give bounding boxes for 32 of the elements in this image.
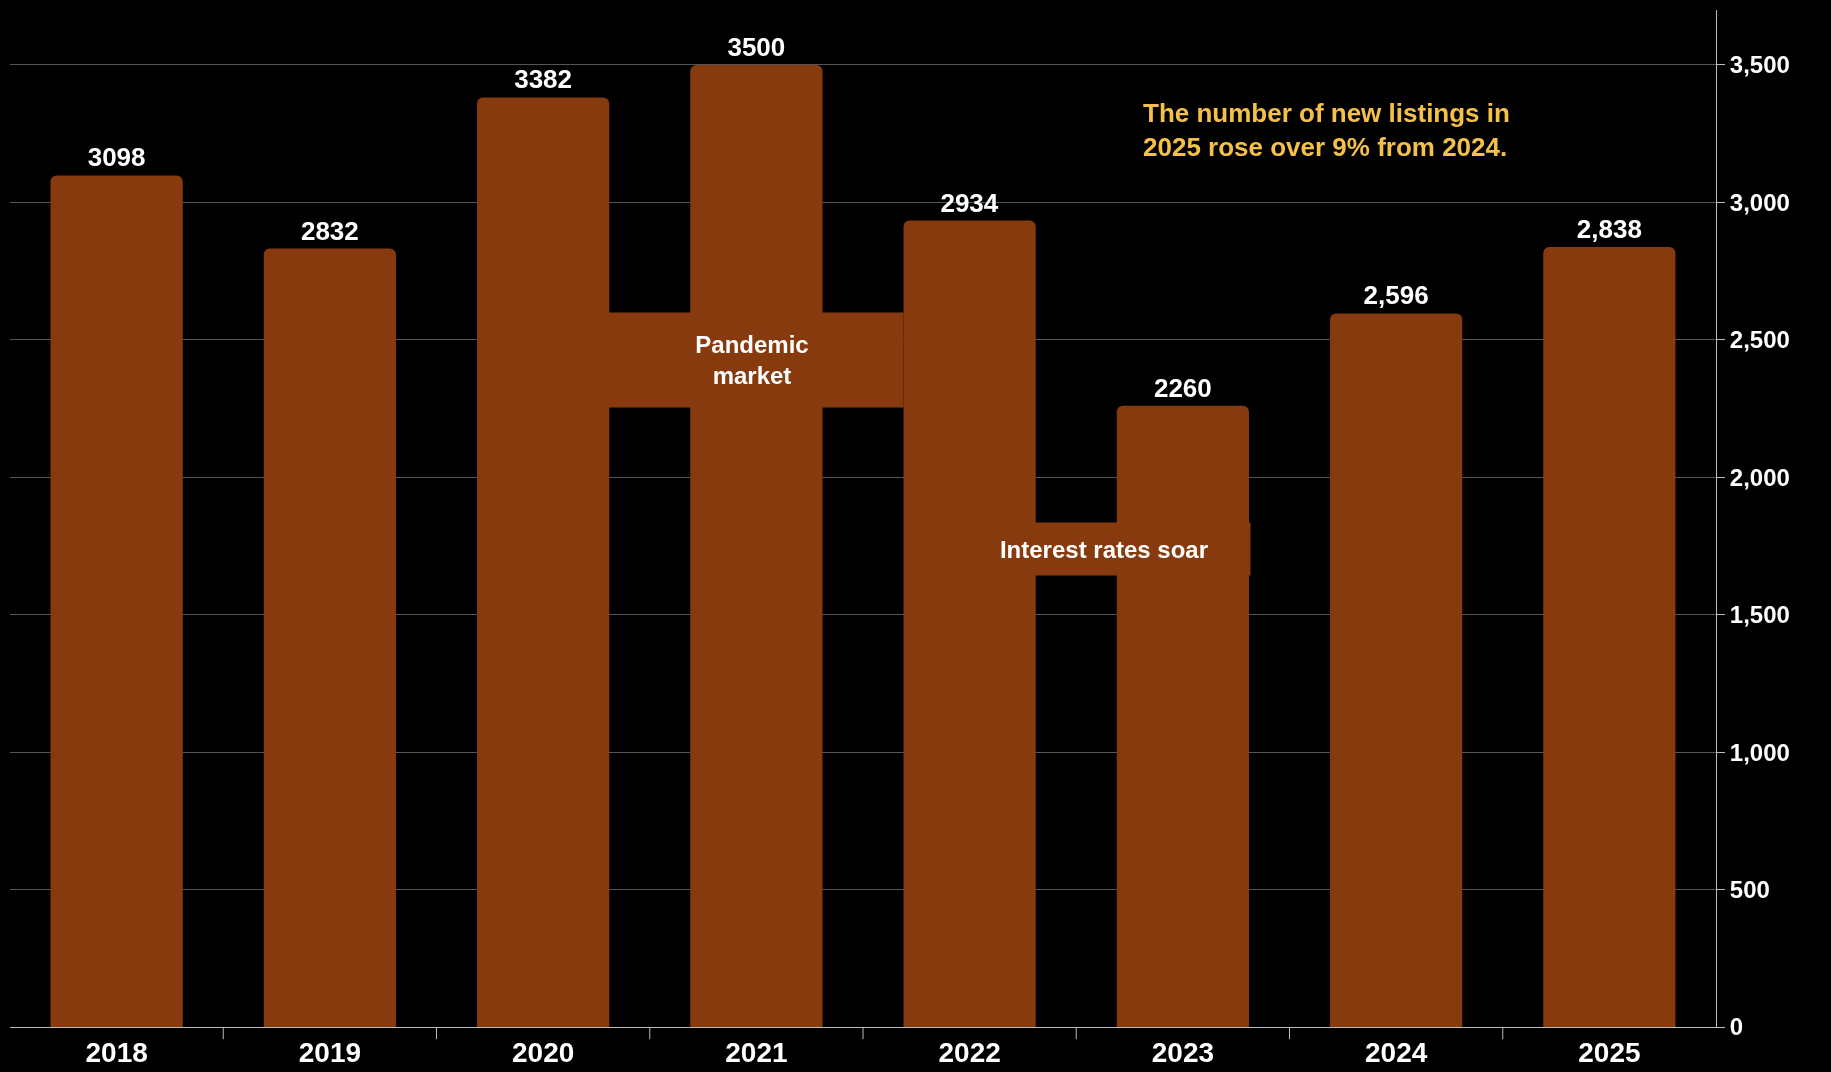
- x-tick-label: 2018: [85, 1036, 148, 1068]
- x-tick-label: 2019: [298, 1036, 362, 1068]
- x-tick-label: 2023: [1151, 1036, 1215, 1068]
- data-label: 2260: [1153, 372, 1212, 403]
- x-tick-label: 2024: [1364, 1036, 1428, 1068]
- y-tick-label: 1,000: [1729, 738, 1790, 766]
- y-tick-label: 3,500: [1729, 51, 1790, 79]
- bar: [1543, 246, 1676, 1027]
- bar: [1330, 313, 1463, 1027]
- annotation: Interest rates soar: [999, 535, 1209, 563]
- y-tick-label: 2,500: [1729, 326, 1790, 354]
- x-tick-label: 2022: [938, 1036, 1001, 1068]
- x-tick-label: 2025: [1578, 1036, 1641, 1068]
- data-label: 2,596: [1363, 280, 1429, 311]
- data-label: 3500: [727, 31, 786, 62]
- annotation: Pandemic market: [695, 330, 809, 390]
- y-tick-label: 2,000: [1729, 463, 1790, 491]
- bar: [263, 248, 396, 1027]
- data-label: 2,838: [1576, 213, 1642, 244]
- data-label: 2832: [300, 215, 359, 246]
- y-tick-label: 0: [1729, 1013, 1744, 1041]
- y-tick-label: 500: [1729, 875, 1770, 903]
- data-label: 3098: [87, 142, 146, 173]
- bar: [50, 175, 183, 1027]
- data-label: 3382: [514, 64, 573, 95]
- data-label: 2934: [940, 187, 999, 218]
- x-tick-label: 2020: [511, 1036, 575, 1068]
- y-tick-label: 1,500: [1729, 601, 1790, 629]
- y-tick-label: 3,000: [1729, 188, 1790, 216]
- annotation: The number of new listings in 2025 rose over 9% from 2024.: [1143, 98, 1510, 162]
- x-tick-label: 2021: [725, 1036, 788, 1068]
- bar: [477, 97, 610, 1027]
